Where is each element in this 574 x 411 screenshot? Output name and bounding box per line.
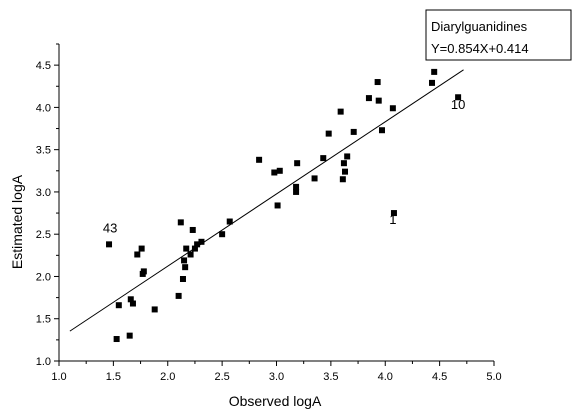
data-point bbox=[311, 175, 318, 182]
data-point bbox=[179, 276, 186, 283]
data-point bbox=[350, 128, 357, 135]
data-point bbox=[138, 245, 145, 252]
data-point bbox=[127, 296, 134, 303]
legend-equation: Y=0.854X+0.414 bbox=[431, 41, 529, 56]
data-point bbox=[374, 79, 381, 86]
data-point bbox=[344, 153, 351, 160]
y-tick-label: 4.0 bbox=[36, 102, 51, 114]
x-tick-label: 4.0 bbox=[378, 371, 393, 383]
x-axis-title: Observed logA bbox=[229, 393, 322, 409]
data-point bbox=[274, 202, 281, 209]
data-point bbox=[455, 94, 462, 101]
data-point bbox=[340, 160, 347, 167]
y-tick-label: 1.0 bbox=[36, 356, 51, 368]
data-point bbox=[431, 68, 438, 75]
data-point bbox=[429, 79, 436, 86]
legend: Diarylguanidines Y=0.854X+0.414 bbox=[425, 9, 572, 61]
legend-title: Diarylguanidines bbox=[431, 19, 528, 34]
data-point bbox=[320, 155, 327, 162]
annotations-layer: 43 1 10 bbox=[103, 97, 465, 235]
point-annotation: 1 bbox=[389, 212, 396, 227]
data-point bbox=[187, 251, 194, 258]
y-tick-label: 3.0 bbox=[36, 187, 51, 199]
data-point bbox=[115, 302, 122, 309]
x-tick-label: 2.5 bbox=[214, 371, 229, 383]
y-tick-label: 4.5 bbox=[36, 60, 51, 72]
y-tick-label: 1.5 bbox=[36, 314, 51, 326]
y-tick-label: 2.5 bbox=[36, 229, 51, 241]
data-point bbox=[140, 268, 147, 275]
data-point bbox=[226, 218, 233, 225]
data-point bbox=[194, 241, 201, 248]
x-tick-label: 2.0 bbox=[160, 371, 175, 383]
data-point bbox=[271, 169, 278, 176]
data-point bbox=[126, 332, 133, 339]
data-point bbox=[183, 245, 190, 252]
data-point bbox=[129, 300, 136, 307]
data-point bbox=[191, 245, 198, 252]
data-point bbox=[294, 160, 301, 167]
data-point bbox=[342, 168, 349, 175]
data-point bbox=[175, 292, 182, 299]
data-point bbox=[198, 238, 205, 245]
data-point bbox=[106, 241, 113, 248]
data-point bbox=[390, 210, 397, 217]
x-tick-label: 5.0 bbox=[486, 371, 501, 383]
y-tick-label: 3.5 bbox=[36, 145, 51, 157]
data-point bbox=[325, 130, 332, 137]
data-point bbox=[182, 264, 189, 271]
data-point bbox=[189, 226, 196, 233]
x-tick-label: 1.5 bbox=[106, 371, 121, 383]
axes: 1.0 1.5 2.0 2.5 3.0 3.5 4.0 4.5 5.0 1.0 1.5 2.0 2.5 3… bbox=[36, 43, 502, 383]
data-point bbox=[256, 156, 263, 163]
fit-line-layer bbox=[69, 69, 464, 332]
regression-line bbox=[69, 69, 464, 332]
data-point bbox=[181, 257, 188, 264]
data-point bbox=[378, 127, 385, 134]
points-layer bbox=[106, 68, 462, 343]
data-point bbox=[375, 97, 382, 104]
data-point bbox=[389, 105, 396, 112]
y-axis-title: Estimated logA bbox=[9, 174, 25, 269]
x-tick-label: 4.5 bbox=[432, 371, 447, 383]
data-point bbox=[365, 95, 372, 102]
legend-box bbox=[425, 9, 572, 61]
y-tick-label: 2.0 bbox=[36, 271, 51, 283]
data-point bbox=[113, 336, 120, 343]
x-tick-label: 1.0 bbox=[51, 371, 66, 383]
data-point bbox=[134, 251, 141, 258]
data-point bbox=[293, 183, 300, 190]
x-tick-label: 3.5 bbox=[323, 371, 338, 383]
data-point bbox=[293, 188, 300, 195]
data-point bbox=[177, 219, 184, 226]
point-annotation: 43 bbox=[103, 221, 117, 236]
data-point bbox=[219, 231, 226, 238]
data-point bbox=[339, 176, 346, 183]
data-point bbox=[151, 306, 158, 313]
data-point bbox=[276, 167, 283, 174]
point-annotation: 10 bbox=[451, 97, 465, 112]
x-tick-label: 3.0 bbox=[269, 371, 284, 383]
data-point bbox=[337, 108, 344, 115]
